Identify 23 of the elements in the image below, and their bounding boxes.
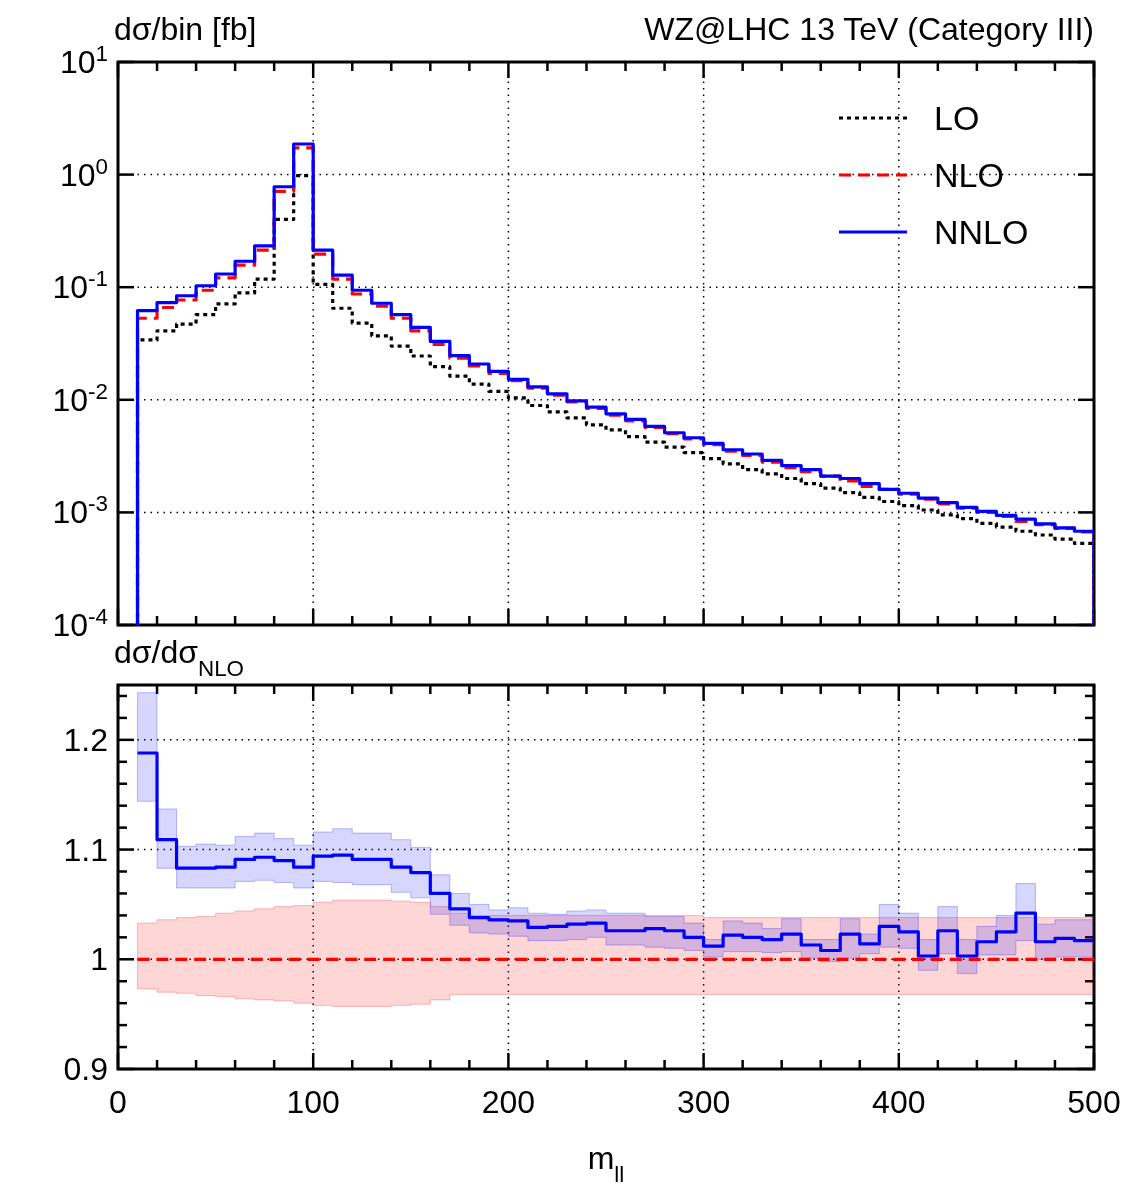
legend-label: NLO <box>934 156 1004 194</box>
y-tick-label: 10$^{-1}$ <box>52 265 108 306</box>
y-tick-label: 1.1 <box>63 831 108 868</box>
x-tick-label: 400 <box>872 1084 926 1120</box>
y-tick-label: 1 <box>90 941 108 978</box>
x-tick-label: 0 <box>109 1084 127 1120</box>
x-axis-title: m$_{ll}$ <box>587 1140 625 1187</box>
x-tick-label: 200 <box>481 1084 536 1120</box>
y-tick-label: 10$^{1}$ <box>59 40 108 80</box>
y-tick-label: 10$^{0}$ <box>59 153 108 193</box>
x-tick-label: 100 <box>286 1084 340 1120</box>
x-tick-label: 500 <box>1067 1084 1121 1120</box>
y-tick-label: 1.2 <box>63 721 108 758</box>
y-axis-title: dσ/bin [fb] <box>114 11 257 47</box>
y-axis-title: dσ/dσ$_{NLO}$ <box>114 634 245 681</box>
chart-title: WZ@LHC 13 TeV (Category III) <box>644 11 1094 47</box>
legend-label: LO <box>934 99 980 137</box>
y-tick-label: 10$^{-3}$ <box>52 490 108 531</box>
legend-label: NNLO <box>934 213 1029 251</box>
x-tick-label: 300 <box>676 1084 731 1120</box>
y-tick-label: 10$^{-4}$ <box>52 603 108 643</box>
y-tick-label: 0.9 <box>63 1051 108 1087</box>
y-tick-label: 10$^{-2}$ <box>52 378 108 418</box>
